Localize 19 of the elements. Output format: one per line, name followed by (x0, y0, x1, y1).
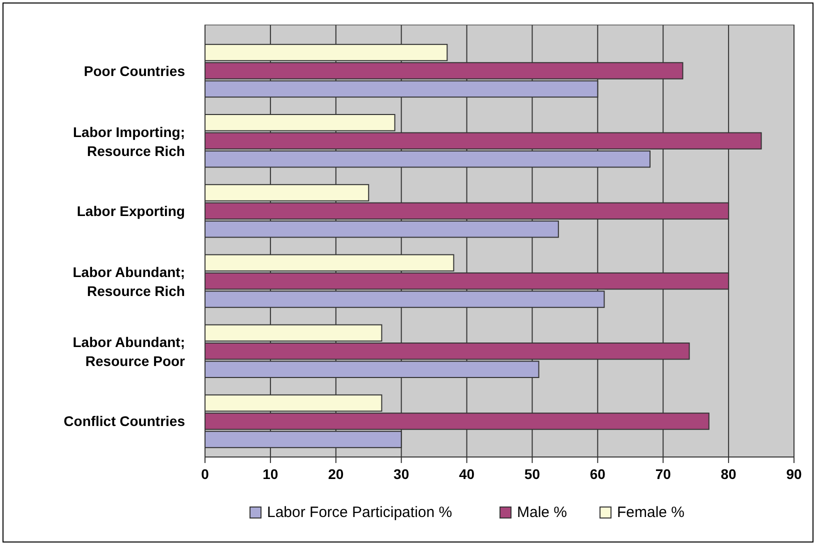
legend-label: Female % (617, 504, 685, 521)
x-tick-label: 30 (394, 466, 410, 482)
legend-label: Male % (517, 504, 568, 521)
x-tick-label: 20 (328, 466, 344, 482)
y-tick-label: Labor Abundant; Resource Poor (72, 334, 186, 370)
y-tick-label: Labor Importing; Resource Rich (73, 124, 185, 159)
x-tick-label: 80 (720, 466, 737, 482)
x-tick-label: 10 (262, 466, 278, 482)
y-tick-label: Poor Countries (84, 62, 186, 79)
x-tick-label: 60 (590, 466, 606, 482)
x-tick-label: 0 (201, 466, 210, 482)
x-tick-label: 70 (655, 466, 672, 482)
legend-label: Labor Force Participation % (267, 504, 452, 521)
x-tick-label: 40 (458, 466, 475, 482)
y-tick-label: Conflict Countries (64, 413, 186, 430)
x-tick-label: 50 (524, 466, 540, 482)
y-tick-label: Labor Exporting (76, 202, 185, 219)
y-tick-label: Labor Abundant; Resource Rich (72, 264, 185, 300)
x-tick-label: 90 (786, 466, 802, 482)
